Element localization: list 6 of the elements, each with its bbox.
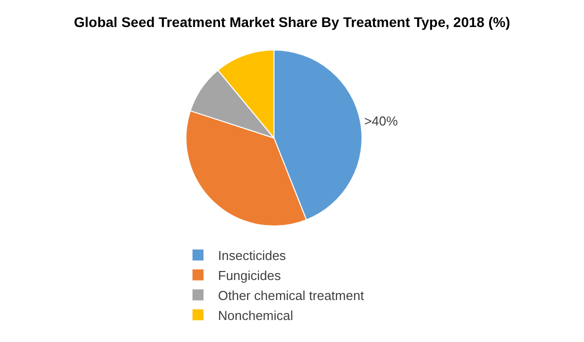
- chart-title: Global Seed Treatment Market Share By Treatment Type, 2018 (%): [74, 14, 510, 30]
- data-label: >40%: [364, 114, 398, 129]
- legend-label: Insecticides: [218, 248, 286, 264]
- legend-label: Nonchemical: [218, 308, 294, 323]
- legend-label: Other chemical treatment: [218, 288, 364, 303]
- legend-label: Fungicides: [218, 268, 282, 283]
